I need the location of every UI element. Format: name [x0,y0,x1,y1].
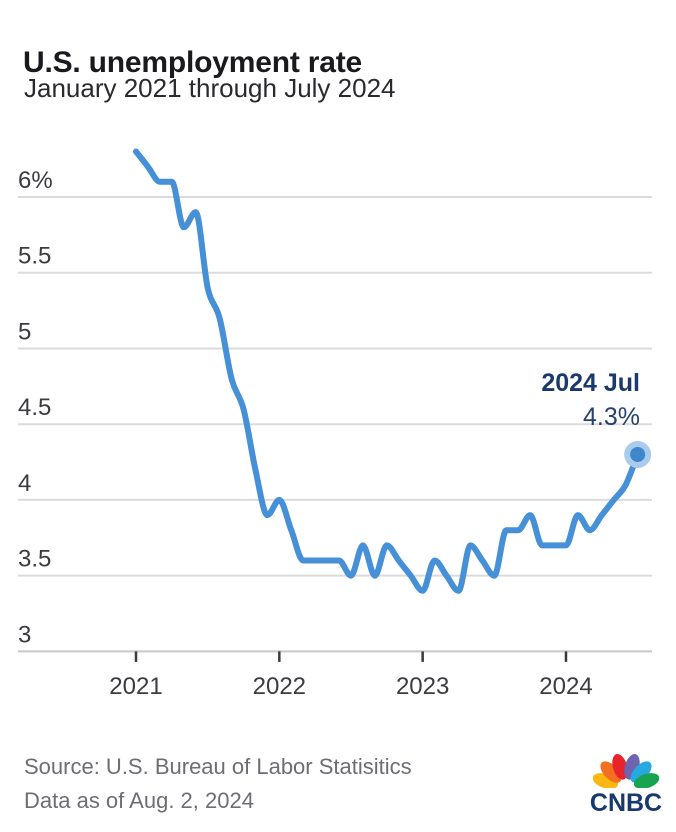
y-axis-label: 4 [18,470,31,497]
peacock-feather-blue [630,761,652,783]
end-point-dot [630,446,646,462]
source-text: Source: U.S. Bureau of Labor Statisitics [24,754,412,779]
chart-footer: Source: U.S. Bureau of Labor Statisitics… [24,750,412,818]
peacock-feather-orange [600,761,622,783]
cnbc-logo: CNBC [586,744,666,818]
peacock-feather-green [633,773,659,788]
y-axis-label: 5.5 [18,243,51,270]
peacock-feather-red [612,754,628,780]
cnbc-wordmark: CNBC [589,789,663,817]
peacock-icon [593,754,659,788]
x-axis-label: 2023 [396,673,449,700]
x-axis-label: 2024 [539,673,592,700]
y-axis-label: 4.5 [18,394,51,421]
data-as-of-text: Data as of Aug. 2, 2024 [24,788,254,813]
page-title: U.S. unemployment rate [23,46,363,80]
x-axis-label: 2022 [253,673,306,700]
y-axis-label: 3 [18,621,31,648]
chart-subtitle: January 2021 through July 2024 [24,73,396,103]
y-axis-label: 5 [18,318,31,345]
y-axis-label: 6% [18,167,53,194]
latest-point-annotation: 2024 Jul 4.3% [541,369,640,431]
y-axis-label: 3.5 [18,546,51,573]
x-axis-label: 2021 [109,673,162,700]
annotation-date-label: 2024 Jul [541,369,640,397]
unemployment-rate-line [133,148,641,594]
annotation-value-label: 4.3% [583,403,640,431]
